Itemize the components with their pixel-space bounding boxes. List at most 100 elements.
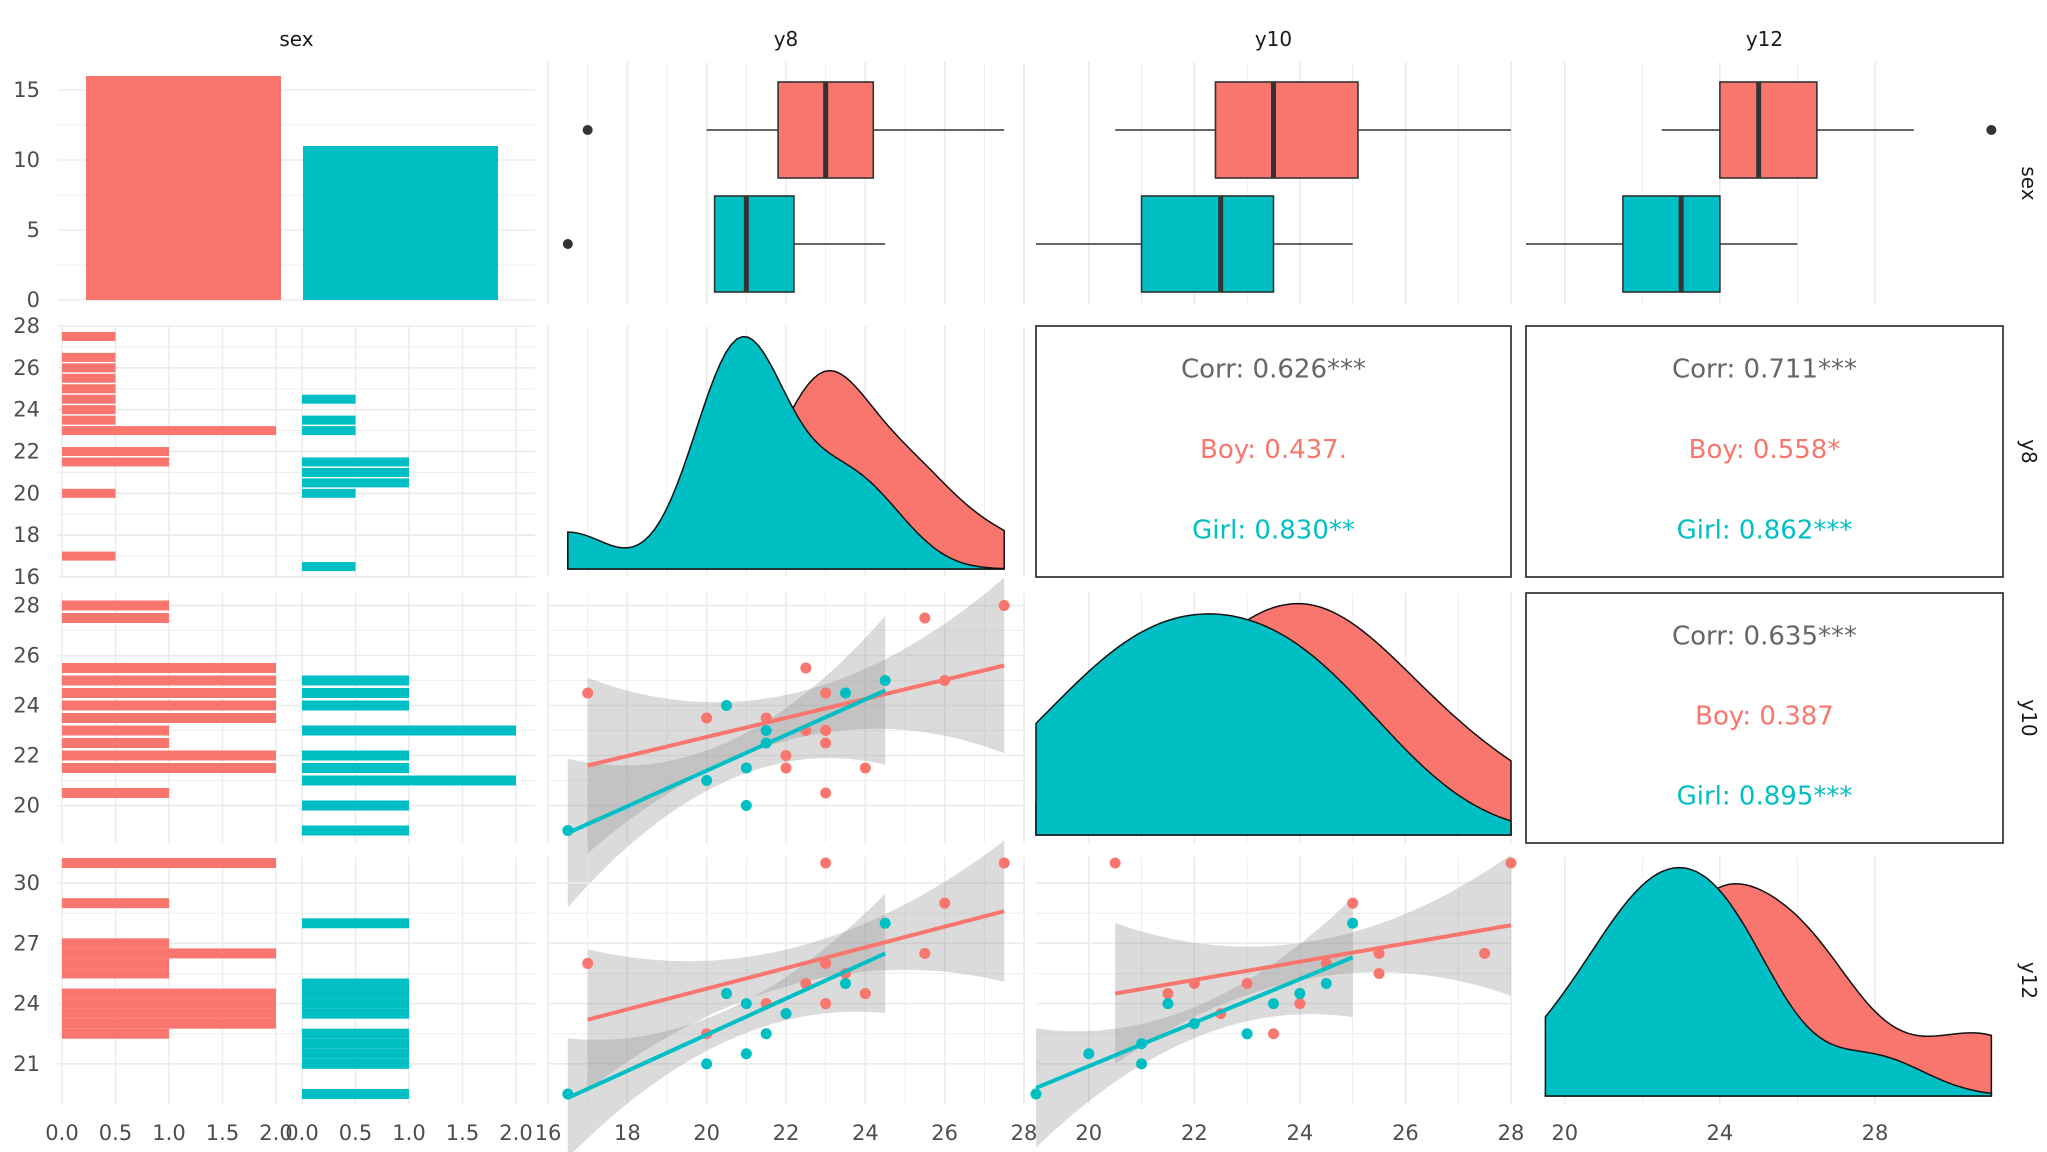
scatter-point-boy bbox=[820, 857, 832, 869]
histogram-bar-girl bbox=[302, 1088, 409, 1099]
y-tick-label: 16 bbox=[13, 565, 40, 589]
correlation-box bbox=[1035, 325, 1512, 578]
scatter-point-boy bbox=[859, 988, 871, 1000]
histogram-bar-boy bbox=[62, 373, 116, 383]
scatter-point-girl bbox=[1241, 1028, 1253, 1040]
column-strip-y12: y12 bbox=[1746, 27, 1783, 51]
correlation-boy: Boy: 0.387 bbox=[1695, 702, 1834, 732]
scatter-point-girl bbox=[1268, 998, 1279, 1010]
y-tick-label: 10 bbox=[13, 148, 40, 172]
histogram-bar-girl bbox=[302, 998, 409, 1009]
x-tick-label: 1.5 bbox=[446, 1121, 479, 1145]
x-tick-label: 26 bbox=[931, 1121, 958, 1145]
histogram-bar-girl bbox=[302, 750, 409, 761]
x-tick-label: 22 bbox=[1181, 1121, 1208, 1145]
y-tick-label: 21 bbox=[13, 1052, 40, 1076]
row-strip-y12: y12 bbox=[2017, 962, 2041, 999]
y-tick-label: 0 bbox=[27, 288, 40, 312]
scatter-point-boy bbox=[1347, 897, 1359, 909]
y-tick-label: 22 bbox=[13, 744, 40, 768]
histogram-bar-boy bbox=[62, 426, 276, 436]
bar-boy bbox=[86, 76, 281, 300]
histogram-bar-boy bbox=[62, 1028, 169, 1039]
histogram-bar-girl bbox=[302, 467, 409, 477]
scatter-point-boy bbox=[919, 612, 931, 624]
scatter-point-boy bbox=[1109, 857, 1121, 869]
scatter-point-boy bbox=[1505, 857, 1517, 869]
column-strip-y10: y10 bbox=[1255, 27, 1292, 51]
scatter-point-girl bbox=[740, 800, 752, 811]
histogram-bar-boy bbox=[62, 750, 276, 761]
histogram-bar-girl bbox=[302, 1038, 409, 1049]
histogram-bar-girl bbox=[302, 725, 516, 736]
y-tick-label: 28 bbox=[13, 314, 40, 338]
histogram-bar-boy bbox=[62, 713, 276, 723]
column-strip-sex: sex bbox=[279, 27, 313, 51]
confidence-band-girl bbox=[567, 893, 886, 1152]
density-girl bbox=[567, 335, 1006, 570]
scatter-point-boy bbox=[800, 662, 812, 674]
scatter-point-boy bbox=[1241, 978, 1253, 990]
x-tick-label: 0.0 bbox=[285, 1121, 318, 1145]
scatter-point-boy bbox=[780, 750, 792, 761]
scatter-point-boy bbox=[1162, 988, 1174, 1000]
scatter-point-boy bbox=[998, 857, 1010, 869]
y-tick-label: 24 bbox=[13, 398, 40, 422]
row-strip-y8: y8 bbox=[2017, 439, 2041, 464]
x-tick-label: 24 bbox=[1707, 1121, 1734, 1145]
histogram-bar-girl bbox=[302, 1008, 409, 1019]
scatter-point-girl bbox=[740, 998, 752, 1010]
scatter-point-girl bbox=[721, 988, 732, 1000]
fit-line-girl bbox=[1035, 955, 1354, 1090]
histogram-bar-boy bbox=[62, 725, 169, 736]
y-tick-label: 26 bbox=[13, 356, 40, 380]
histogram-bar-boy bbox=[62, 958, 169, 969]
scatter-point-girl bbox=[1347, 917, 1359, 929]
scatter-point-girl bbox=[1030, 1088, 1042, 1100]
column-strip-y8: y8 bbox=[774, 27, 799, 51]
histogram-bar-boy bbox=[62, 998, 276, 1009]
histogram-bar-boy bbox=[62, 363, 116, 373]
boxplot-box-boy bbox=[1214, 81, 1359, 179]
x-tick-label: 16 bbox=[535, 1121, 562, 1145]
scatter-point-boy bbox=[820, 737, 832, 749]
fit-line-girl bbox=[567, 951, 886, 1100]
x-tick-label: 28 bbox=[1011, 1121, 1038, 1145]
scatter-point-boy bbox=[919, 947, 931, 959]
x-tick-label: 26 bbox=[1392, 1121, 1419, 1145]
histogram-bar-boy bbox=[62, 394, 116, 404]
scatter-point-boy bbox=[780, 762, 792, 774]
scatter-point-girl bbox=[760, 1028, 772, 1040]
correlation-overall: Corr: 0.626*** bbox=[1181, 355, 1366, 385]
histogram-bar-girl bbox=[302, 700, 409, 711]
histogram-bar-boy bbox=[62, 1018, 276, 1029]
histogram-bar-boy bbox=[62, 700, 276, 711]
scatter-point-girl bbox=[1294, 988, 1306, 1000]
correlation-box bbox=[1525, 325, 2004, 578]
y-tick-label: 27 bbox=[13, 931, 40, 955]
boxplot-box-girl bbox=[713, 195, 795, 293]
fit-line-girl bbox=[567, 688, 886, 835]
scatter-point-boy bbox=[820, 787, 832, 799]
histogram-bar-girl bbox=[302, 800, 409, 811]
scatter-point-girl bbox=[840, 687, 851, 699]
scatter-point-girl bbox=[1136, 1058, 1148, 1070]
histogram-bar-boy bbox=[62, 405, 116, 415]
scatter-point-boy bbox=[1479, 947, 1491, 959]
scatter-point-boy bbox=[820, 725, 832, 736]
scatter-point-girl bbox=[879, 675, 891, 686]
histogram-bar-girl bbox=[302, 978, 409, 989]
boxplot-outlier-boy bbox=[582, 125, 593, 135]
y-tick-label: 5 bbox=[27, 218, 40, 242]
histogram-bar-boy bbox=[62, 457, 169, 467]
scatter-point-boy bbox=[820, 687, 832, 699]
boxplot-box-girl bbox=[1622, 195, 1721, 293]
x-tick-label: 24 bbox=[852, 1121, 879, 1145]
x-tick-label: 24 bbox=[1287, 1121, 1314, 1145]
histogram-bar-boy bbox=[62, 858, 276, 869]
histogram-bar-girl bbox=[302, 426, 356, 436]
scatter-point-girl bbox=[760, 725, 772, 736]
histogram-bar-girl bbox=[302, 394, 356, 404]
histogram-bar-boy bbox=[62, 613, 169, 623]
